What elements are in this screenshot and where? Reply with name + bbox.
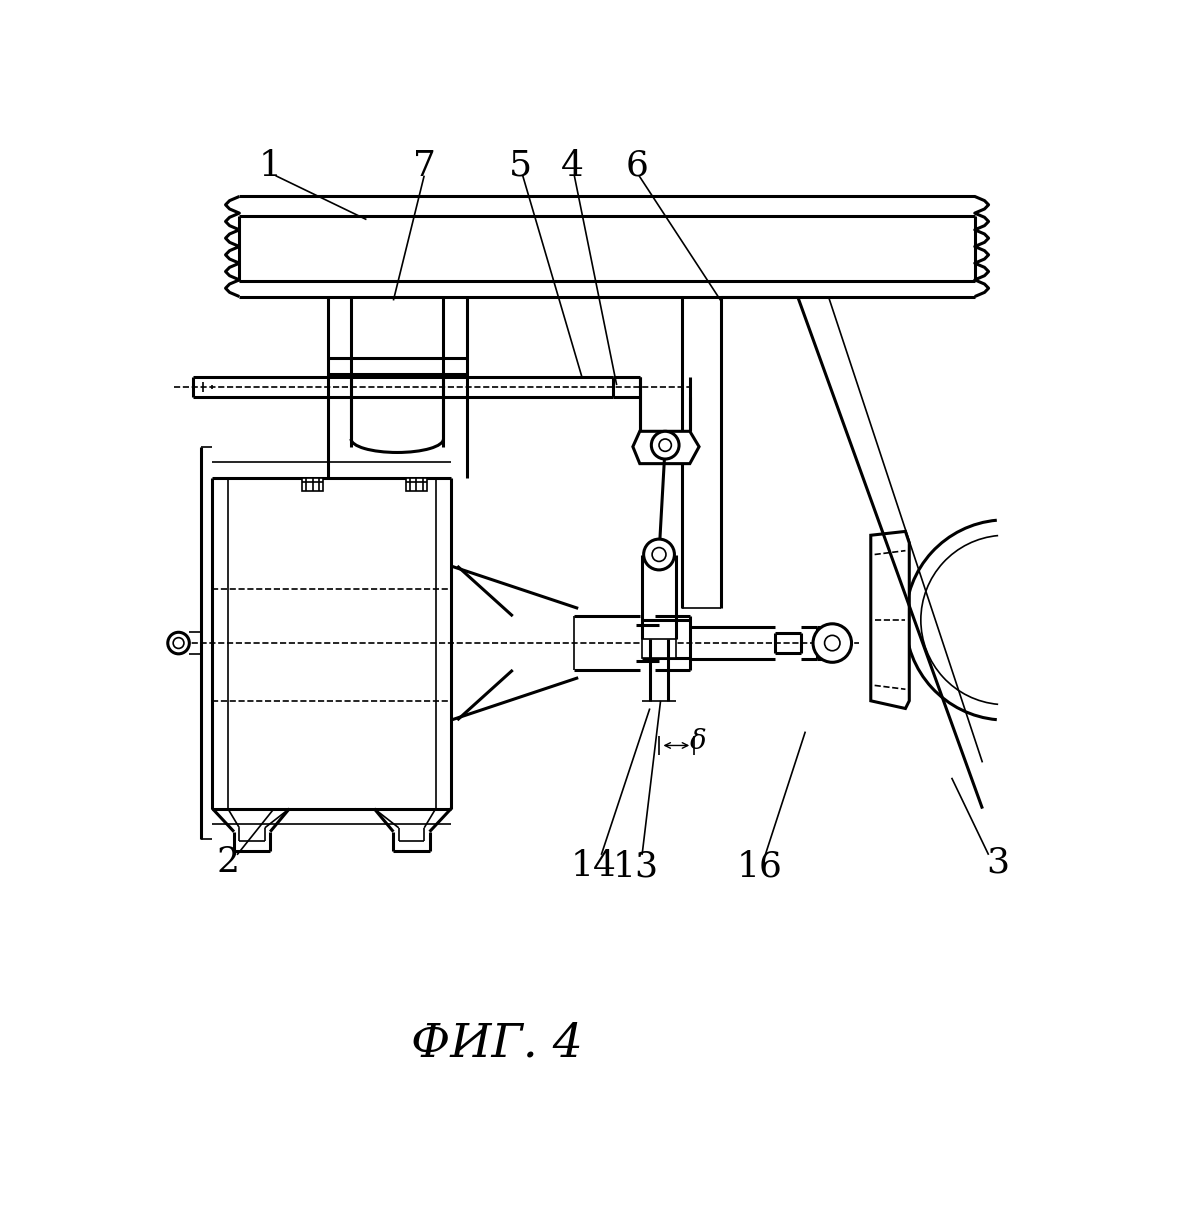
Text: δ: δ bbox=[690, 728, 706, 755]
Text: 1: 1 bbox=[259, 149, 282, 183]
Bar bbox=[406, 477, 427, 492]
Bar bbox=[642, 639, 675, 659]
Text: 14: 14 bbox=[570, 849, 616, 883]
Circle shape bbox=[813, 623, 852, 662]
Text: 3: 3 bbox=[987, 845, 1009, 880]
Polygon shape bbox=[871, 532, 910, 709]
Text: 5: 5 bbox=[509, 149, 532, 183]
Text: 13: 13 bbox=[613, 849, 659, 883]
Circle shape bbox=[652, 432, 679, 459]
Bar bbox=[302, 477, 323, 492]
Text: 6: 6 bbox=[626, 149, 649, 183]
Circle shape bbox=[644, 539, 674, 570]
Text: 2: 2 bbox=[216, 845, 239, 880]
Text: 7: 7 bbox=[413, 149, 435, 183]
Circle shape bbox=[168, 632, 189, 654]
Text: 4: 4 bbox=[561, 149, 584, 183]
Polygon shape bbox=[633, 432, 699, 464]
Text: 16: 16 bbox=[736, 849, 782, 883]
Text: ФИГ. 4: ФИГ. 4 bbox=[412, 1021, 583, 1066]
